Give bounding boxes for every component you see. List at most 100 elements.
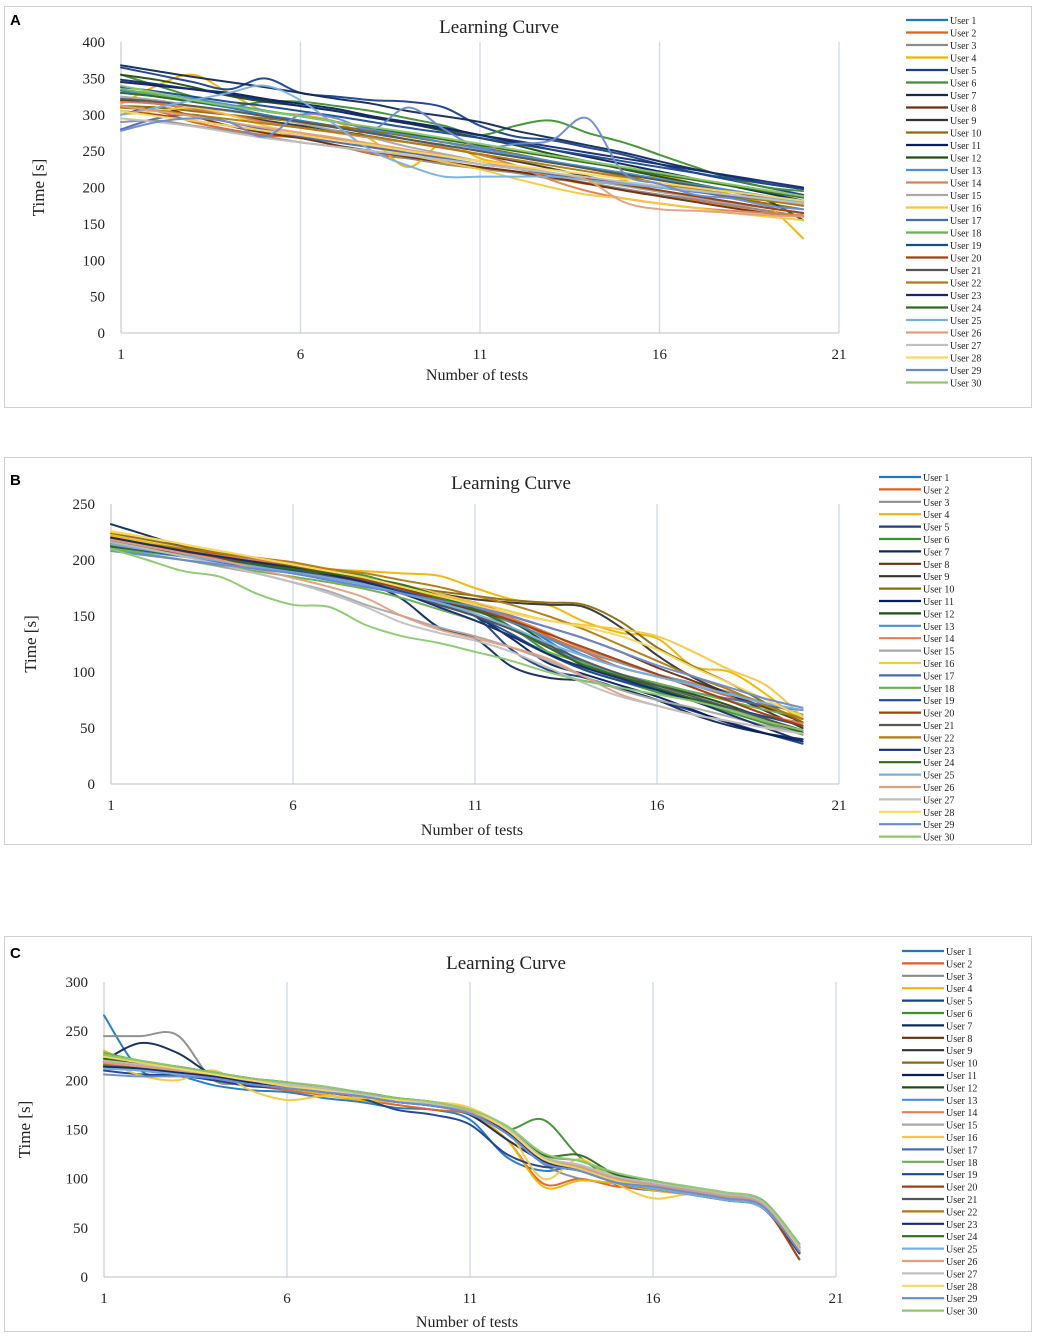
legend-label-b-13: User 13 [923,622,954,633]
legend-label-c-27: User 27 [946,1269,977,1280]
y-tick-label-a-1: 50 [90,290,105,306]
series-line-a-user-21 [120,97,805,205]
legend-label-a-29: User 29 [950,366,981,377]
legend-label-a-13: User 13 [950,166,981,177]
legend-label-b-8: User 8 [923,560,949,571]
legend-label-b-11: User 11 [923,597,954,608]
series-line-c-user-13 [103,1067,801,1253]
x-tick-label-a-4: 21 [832,347,847,363]
series-line-c-user-18 [103,1051,801,1247]
y-tick-label-c-6: 300 [66,975,89,991]
legend-label-a-8: User 8 [950,104,976,115]
y-tick-label-a-4: 200 [83,181,106,197]
legend-label-a-25: User 25 [950,316,981,327]
x-tick-label-a-2: 11 [473,347,487,363]
series-line-c-user-16 [103,1059,801,1251]
legend-label-c-18: User 18 [946,1158,977,1169]
legend-label-c-11: User 11 [946,1071,977,1082]
series-line-b-user-15 [110,547,804,734]
legend-label-a-26: User 26 [950,329,981,340]
series-line-c-user-26 [103,1061,801,1249]
legend-label-c-22: User 22 [946,1207,977,1218]
y-tick-label-b-1: 50 [80,721,95,737]
chart-title-a: Learning Curve [439,17,559,38]
x-axis-title-a: Number of tests [426,367,528,384]
x-tick-label-c-3: 16 [646,1291,662,1307]
legend-label-b-15: User 15 [923,647,954,658]
series-line-c-user-23 [103,1065,801,1249]
y-tick-label-b-0: 0 [88,777,96,793]
series-line-c-user-22 [103,1063,801,1253]
legend-label-c-26: User 26 [946,1257,977,1268]
legend-label-c-23: User 23 [946,1220,977,1231]
panel-c-letter: C [10,945,21,962]
series-line-b-user-28 [110,529,804,718]
legend-label-c-10: User 10 [946,1059,977,1070]
x-tick-label-c-4: 21 [829,1291,844,1307]
legend-label-a-22: User 22 [950,279,981,290]
legend-label-a-6: User 6 [950,79,976,90]
legend-label-a-18: User 18 [950,229,981,240]
legend-label-a-7: User 7 [950,91,976,102]
legend-label-a-17: User 17 [950,216,981,227]
legend-label-b-26: User 26 [923,783,954,794]
legend-label-b-4: User 4 [923,510,949,521]
legend-label-b-23: User 23 [923,746,954,757]
series-line-c-user-1 [103,1014,801,1254]
y-tick-label-a-8: 400 [83,35,106,51]
series-line-c-user-19 [103,1065,801,1255]
legend-label-b-29: User 29 [923,820,954,831]
y-tick-label-c-5: 250 [66,1024,89,1040]
y-tick-label-b-5: 250 [73,497,96,513]
legend-label-a-23: User 23 [950,291,981,302]
legend-label-c-2: User 2 [946,959,972,970]
legend-label-b-6: User 6 [923,535,949,546]
y-axis-title-c: Time [s] [15,1101,34,1158]
chart-title-c: Learning Curve [446,953,566,974]
panel-b-frame [4,457,1032,845]
x-tick-label-c-1: 6 [283,1291,291,1307]
legend-label-a-24: User 24 [950,304,981,315]
x-tick-label-b-2: 11 [468,798,482,814]
legend-label-c-21: User 21 [946,1195,977,1206]
series-line-a-user-13 [120,91,805,203]
series-line-a-user-28 [120,110,805,202]
legend-label-b-5: User 5 [923,523,949,534]
y-tick-label-a-2: 100 [83,253,106,269]
legend-label-a-10: User 10 [950,129,981,140]
legend-label-c-30: User 30 [946,1307,977,1318]
series-line-a-user-30 [120,84,805,198]
x-tick-label-b-3: 16 [650,798,666,814]
legend-label-b-3: User 3 [923,498,949,509]
legend-label-b-2: User 2 [923,485,949,496]
legend-label-a-30: User 30 [950,379,981,390]
legend-label-a-19: User 19 [950,241,981,252]
legend-label-a-20: User 20 [950,254,981,265]
legend-label-a-16: User 16 [950,204,981,215]
x-tick-label-b-0: 1 [107,798,115,814]
legend-label-a-28: User 28 [950,354,981,365]
legend-label-c-19: User 19 [946,1170,977,1181]
y-tick-label-a-7: 350 [83,71,106,87]
chart-title-b: Learning Curve [451,473,571,494]
legend-label-c-16: User 16 [946,1133,977,1144]
series-line-c-user-9 [103,1063,801,1251]
legend-label-b-25: User 25 [923,771,954,782]
legend-label-c-3: User 3 [946,972,972,983]
x-tick-label-c-0: 1 [100,1291,108,1307]
legend-label-a-12: User 12 [950,154,981,165]
series-line-c-user-28 [103,1055,801,1251]
legend-label-b-28: User 28 [923,808,954,819]
legend-label-a-1: User 1 [950,16,976,27]
legend-label-c-14: User 14 [946,1108,977,1119]
legend-label-c-15: User 15 [946,1121,977,1132]
legend-label-c-1: User 1 [946,947,972,958]
legend-label-b-30: User 30 [923,833,954,844]
legend-label-c-17: User 17 [946,1145,977,1156]
series-line-c-user-5 [103,1069,801,1251]
series-line-c-user-29 [103,1073,801,1253]
legend-label-a-9: User 9 [950,116,976,127]
